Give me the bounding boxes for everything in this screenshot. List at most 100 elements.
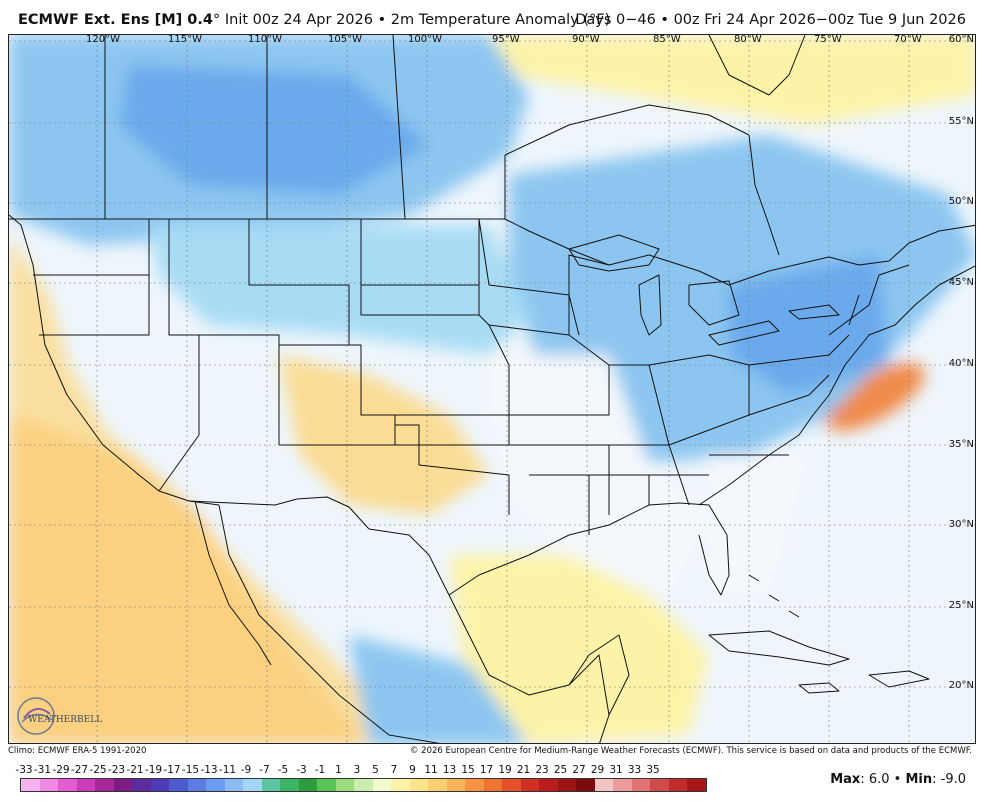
anomaly-map [8, 34, 976, 744]
lake-ontario [788, 304, 840, 320]
scale-cell [224, 779, 243, 791]
lon-label: 75°W [814, 34, 842, 45]
scale-tick-label: -17 [163, 764, 181, 776]
logo-icon: WEATHERBELL [17, 697, 102, 735]
scale-tick-label: -15 [181, 764, 200, 776]
scale-cell [372, 779, 391, 791]
logo-text: WEATHERBELL [28, 715, 102, 725]
scale-cell [354, 779, 373, 791]
scale-tick-label: 31 [609, 764, 623, 776]
scale-tick-label: -25 [89, 764, 107, 776]
lon-label: 70°W [894, 34, 922, 45]
scale-tick-label: 11 [424, 764, 438, 776]
lake-huron [688, 280, 740, 326]
scale-tick-label: 19 [498, 764, 512, 776]
scale-cell [132, 779, 151, 791]
scale-cell [169, 779, 188, 791]
scale-tick-label: 9 [409, 764, 416, 776]
scale-cell [594, 779, 613, 791]
scale-cell [335, 779, 354, 791]
jamaica [798, 682, 840, 694]
max-min: Max: 6.0 • Min: -9.0 [830, 772, 966, 787]
scale-tick-label: -23 [107, 764, 126, 776]
scale-cell [39, 779, 58, 791]
scale-cell [631, 779, 650, 791]
scale-tick-label: -1 [314, 764, 326, 776]
scale-tick-label: -29 [52, 764, 70, 776]
max-value: : 6.0 [860, 772, 890, 787]
lat-label: 35°N [948, 439, 974, 450]
scale-tick-label: 33 [627, 764, 642, 776]
scale-tick-label: -3 [296, 764, 307, 776]
scale-tick-label: 29 [590, 764, 605, 776]
scale-cell [317, 779, 336, 791]
lon-label: 120°W [86, 34, 120, 45]
scale-tick-label: 13 [442, 764, 457, 776]
scale-cell [113, 779, 132, 791]
lat-label: 55°N [948, 116, 974, 127]
min-label: Min [905, 772, 933, 787]
scale-tick-label: 27 [572, 764, 586, 776]
degree-mark: ° [213, 12, 221, 28]
scale-cell [150, 779, 169, 791]
copyright-note: © 2026 European Centre for Medium-Range … [409, 746, 972, 756]
scale-cell [95, 779, 114, 791]
scale-cell [298, 779, 317, 791]
scale-tick-label: -31 [33, 764, 52, 776]
valid-range: Days 0−46 • 00z Fri 24 Apr 2026−00z Tue … [575, 12, 966, 28]
cuba [708, 630, 850, 666]
init-text: Init 00z 24 Apr 2026 • 2m Temperature An… [220, 12, 611, 28]
scale-cell [687, 779, 706, 791]
lake-erie [708, 320, 780, 346]
lat-label: 20°N [948, 680, 974, 691]
max-label: Max [830, 772, 861, 787]
scale-ticks: -33 -31 -29 -27 -25 -23 -21 -19 -17 -15 -13 -11 -9 -7… [12, 762, 712, 776]
climo-note: Climo: ECMWF ERA-5 1991-2020 [8, 746, 147, 756]
scale-tick-label: 21 [516, 764, 531, 776]
scale-cell [261, 779, 280, 791]
scale-tick-label: -11 [218, 764, 237, 776]
lat-label: 30°N [948, 519, 974, 530]
lat-label: 60°N [948, 34, 974, 45]
scale-tick-label: -19 [144, 764, 163, 776]
scale-cell [409, 779, 428, 791]
scale-cell [668, 779, 687, 791]
lon-label: 115°W [168, 34, 202, 45]
graticule [9, 35, 975, 743]
scale-tick-label: -5 [277, 764, 289, 776]
scale-tick-label: 23 [535, 764, 549, 776]
model-name: ECMWF Ext. Ens [M] 0.4 [18, 12, 213, 28]
scale-tick-label: 1 [335, 764, 342, 776]
scale-cell [539, 779, 558, 791]
footer: Climo: ECMWF ERA-5 1991-2020 © 2026 Euro… [8, 744, 976, 758]
scale-cell [243, 779, 262, 791]
scale-cell [428, 779, 447, 791]
scale-cell [557, 779, 576, 791]
scale-tick-label: -7 [259, 764, 270, 776]
scale-cell [613, 779, 632, 791]
scale-cell [206, 779, 225, 791]
lake-superior [568, 234, 660, 272]
scale-tick-label: 5 [372, 764, 379, 776]
lon-label: 85°W [653, 34, 681, 45]
lat-label: 50°N [948, 196, 974, 207]
scale-cell [391, 779, 410, 791]
lon-label: 95°W [492, 34, 520, 45]
lon-label: 100°W [408, 34, 442, 45]
lon-label: 105°W [328, 34, 362, 45]
weatherbell-logo: WEATHERBELL [14, 694, 104, 740]
lon-label: 110°W [248, 34, 282, 45]
scale-tick-label: -13 [200, 764, 218, 776]
lat-label: 25°N [948, 600, 974, 611]
lake-michigan [638, 274, 662, 336]
scale-cell [76, 779, 95, 791]
lat-label: 40°N [948, 358, 974, 369]
scale-cell [187, 779, 206, 791]
scale-tick-label: 3 [353, 764, 361, 776]
lon-label: 90°W [572, 34, 600, 45]
hispaniola [868, 670, 930, 688]
header: ECMWF Ext. Ens [M] 0.4° Init 00z 24 Apr … [0, 0, 984, 34]
scale-tick-label: -27 [70, 764, 89, 776]
anomaly-shading [9, 35, 975, 743]
scale-tick-label: 25 [553, 764, 568, 776]
